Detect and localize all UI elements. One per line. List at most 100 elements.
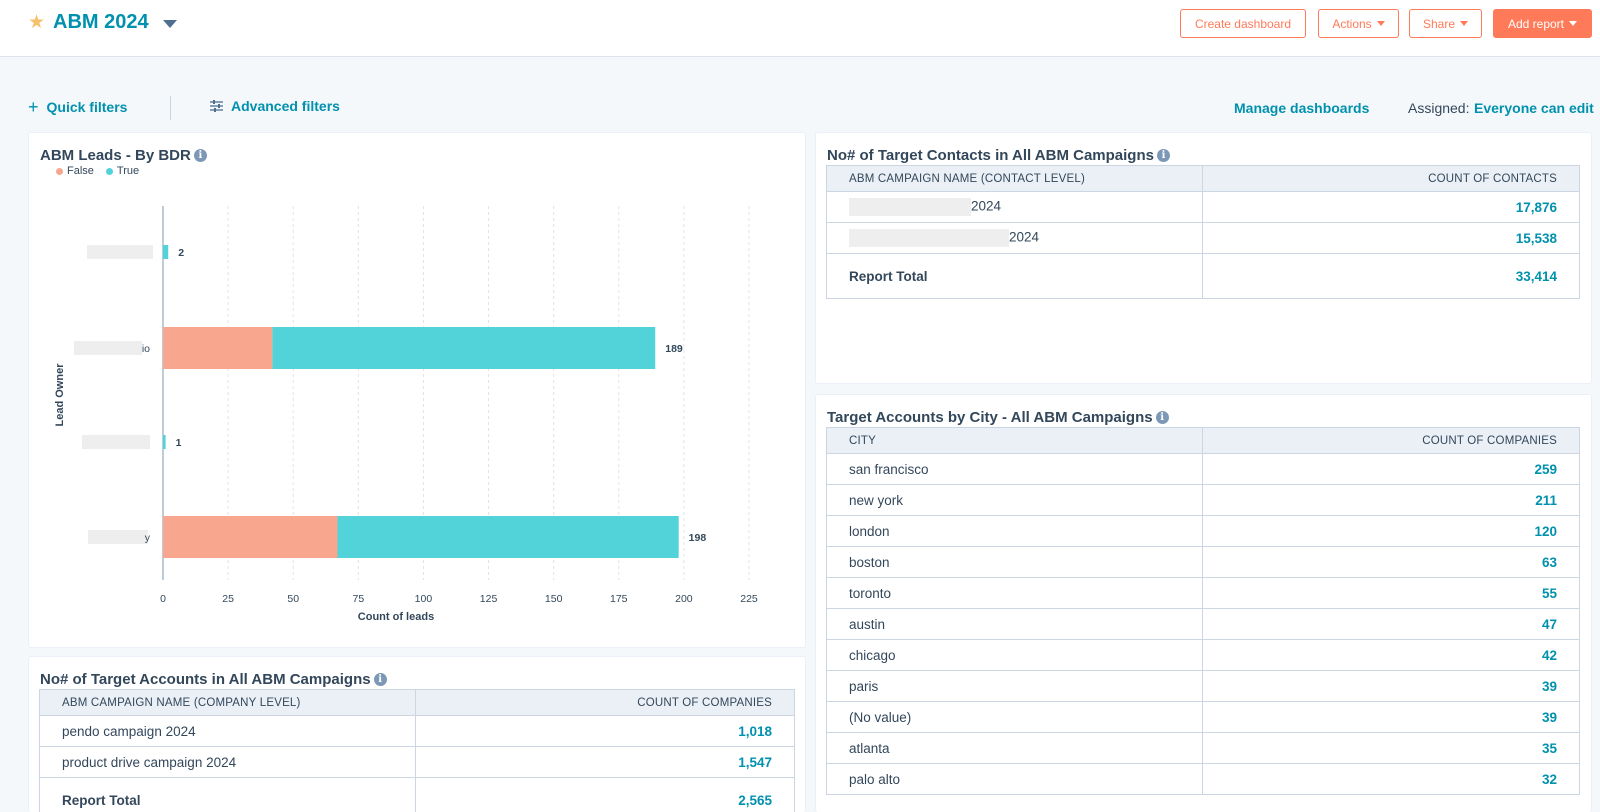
- create-dashboard-button[interactable]: Create dashboard: [1180, 9, 1306, 38]
- count-cell[interactable]: 47: [1202, 608, 1580, 640]
- table-row: boston 63: [826, 546, 1580, 578]
- info-icon[interactable]: i: [1155, 411, 1169, 424]
- filter-divider: [170, 96, 171, 120]
- table-row: toronto 55: [826, 577, 1580, 609]
- leads-chart-card: ABM Leads - By BDR i: [28, 132, 806, 648]
- city-name-cell: (No value): [826, 701, 1203, 733]
- actions-button[interactable]: Actions: [1318, 9, 1399, 38]
- assigned-value-link[interactable]: Everyone can edit: [1474, 100, 1594, 116]
- table-row: atlanta 35: [826, 732, 1580, 764]
- report-total-row: Report Total 33,414: [826, 253, 1580, 299]
- quick-filters-label: Quick filters: [46, 99, 128, 115]
- count-cell[interactable]: 35: [1202, 732, 1580, 764]
- report-total-label: Report Total: [39, 777, 416, 812]
- manage-dashboards-link[interactable]: Manage dashboards: [1234, 100, 1370, 116]
- contacts-table-card: No# of Target Contacts in All ABM Campai…: [815, 132, 1592, 384]
- column-header-count[interactable]: COUNT OF COMPANIES: [1202, 427, 1580, 454]
- table-row: product drive campaign 2024 1,547: [39, 746, 795, 778]
- quick-filters-button[interactable]: + Quick filters: [28, 98, 127, 116]
- star-icon[interactable]: ★: [28, 12, 46, 33]
- leads-chart-title[interactable]: ABM Leads - By BDR: [40, 147, 191, 164]
- column-header-campaign[interactable]: ABM CAMPAIGN NAME (COMPANY LEVEL): [39, 689, 416, 716]
- add-report-button[interactable]: Add report: [1493, 9, 1592, 38]
- table-header-row: ABM CAMPAIGN NAME (CONTACT LEVEL) COUNT …: [826, 165, 1580, 192]
- caret-down-icon: [1569, 21, 1578, 26]
- accounts-table: ABM CAMPAIGN NAME (COMPANY LEVEL) COUNT …: [39, 689, 795, 812]
- count-cell[interactable]: 17,876: [1202, 191, 1580, 223]
- count-cell[interactable]: 39: [1202, 670, 1580, 702]
- table-row: new york 211: [826, 484, 1580, 516]
- count-cell[interactable]: 120: [1202, 515, 1580, 547]
- table-row: san francisco 259: [826, 453, 1580, 485]
- campaign-name-cell: 2024: [826, 222, 1203, 254]
- count-cell[interactable]: 63: [1202, 546, 1580, 578]
- report-total-value[interactable]: 2,565: [415, 777, 795, 812]
- campaign-name: 2024: [1009, 229, 1040, 245]
- table-row: 2024 17,876: [826, 191, 1580, 223]
- campaign-name-cell: 2024: [826, 191, 1203, 223]
- count-cell[interactable]: 42: [1202, 639, 1580, 671]
- city-name-cell: chicago: [826, 639, 1203, 671]
- table-row: 2024 15,538: [826, 222, 1580, 254]
- column-header-count[interactable]: COUNT OF COMPANIES: [415, 689, 795, 716]
- caret-down-icon: [1460, 21, 1469, 26]
- table-header-row: CITY COUNT OF COMPANIES: [826, 427, 1580, 454]
- city-name-cell: san francisco: [826, 453, 1203, 485]
- dashboard-title-selector[interactable]: ★ ABM 2024: [28, 11, 177, 34]
- campaign-name-cell: pendo campaign 2024: [39, 715, 416, 747]
- city-table-title[interactable]: Target Accounts by City - All ABM Campai…: [827, 409, 1153, 426]
- table-row: paris 39: [826, 670, 1580, 702]
- legend-item-false[interactable]: False: [56, 165, 94, 177]
- count-cell[interactable]: 1,018: [415, 715, 795, 747]
- plus-icon: +: [28, 97, 39, 117]
- legend-label: True: [116, 165, 140, 177]
- table-row: palo alto 32: [826, 763, 1580, 795]
- count-cell[interactable]: 15,538: [1202, 222, 1580, 254]
- accounts-table-title[interactable]: No# of Target Accounts in All ABM Campai…: [40, 671, 371, 688]
- count-cell[interactable]: 32: [1202, 763, 1580, 795]
- city-name-cell: atlanta: [826, 732, 1203, 764]
- info-icon[interactable]: i: [373, 673, 387, 686]
- count-cell[interactable]: 1,547: [415, 746, 795, 778]
- legend-label: False: [67, 165, 94, 177]
- city-table-card: Target Accounts by City - All ABM Campai…: [815, 394, 1592, 812]
- city-name-cell: london: [826, 515, 1203, 547]
- column-header-city[interactable]: CITY: [826, 427, 1203, 454]
- share-label: Share: [1422, 16, 1456, 31]
- info-icon[interactable]: i: [1156, 149, 1170, 162]
- city-name-cell: boston: [826, 546, 1203, 578]
- count-cell[interactable]: 211: [1202, 484, 1580, 516]
- contacts-table: ABM CAMPAIGN NAME (CONTACT LEVEL) COUNT …: [826, 165, 1580, 299]
- sliders-icon: [210, 100, 223, 112]
- share-button[interactable]: Share: [1409, 9, 1482, 38]
- card-title: Target Accounts by City - All ABM Campai…: [827, 409, 1169, 426]
- campaign-name: 2024: [971, 198, 1002, 214]
- table-row: chicago 42: [826, 639, 1580, 671]
- column-header-campaign[interactable]: ABM CAMPAIGN NAME (CONTACT LEVEL): [826, 165, 1203, 192]
- report-total-value[interactable]: 33,414: [1202, 253, 1580, 299]
- column-header-count[interactable]: COUNT OF CONTACTS: [1202, 165, 1580, 192]
- table-row: london 120: [826, 515, 1580, 547]
- city-table: CITY COUNT OF COMPANIES san francisco 259…: [826, 427, 1580, 795]
- card-title: No# of Target Accounts in All ABM Campai…: [40, 671, 387, 688]
- advanced-filters-button[interactable]: Advanced filters: [210, 98, 340, 114]
- count-cell[interactable]: 259: [1202, 453, 1580, 485]
- add-report-label: Add report: [1507, 16, 1565, 31]
- redacted-block: [849, 198, 971, 216]
- dashboard-title[interactable]: ABM 2024: [53, 11, 149, 33]
- count-cell[interactable]: 39: [1202, 701, 1580, 733]
- city-name-cell: toronto: [826, 577, 1203, 609]
- chevron-down-icon[interactable]: [162, 19, 177, 28]
- table-header-row: ABM CAMPAIGN NAME (COMPANY LEVEL) COUNT …: [39, 689, 795, 716]
- create-dashboard-label: Create dashboard: [1194, 16, 1292, 31]
- city-name-cell: paris: [826, 670, 1203, 702]
- assigned-label: Assigned:: [1408, 100, 1470, 116]
- table-row: (No value) 39: [826, 701, 1580, 733]
- legend-item-true[interactable]: True: [105, 165, 140, 177]
- info-icon[interactable]: i: [193, 149, 207, 162]
- dashboard-header: ★ ABM 2024 Create dashboard Actions Shar…: [0, 0, 1600, 57]
- table-row: pendo campaign 2024 1,018: [39, 715, 795, 747]
- contacts-table-title[interactable]: No# of Target Contacts in All ABM Campai…: [827, 147, 1154, 164]
- report-total-label: Report Total: [826, 253, 1203, 299]
- count-cell[interactable]: 55: [1202, 577, 1580, 609]
